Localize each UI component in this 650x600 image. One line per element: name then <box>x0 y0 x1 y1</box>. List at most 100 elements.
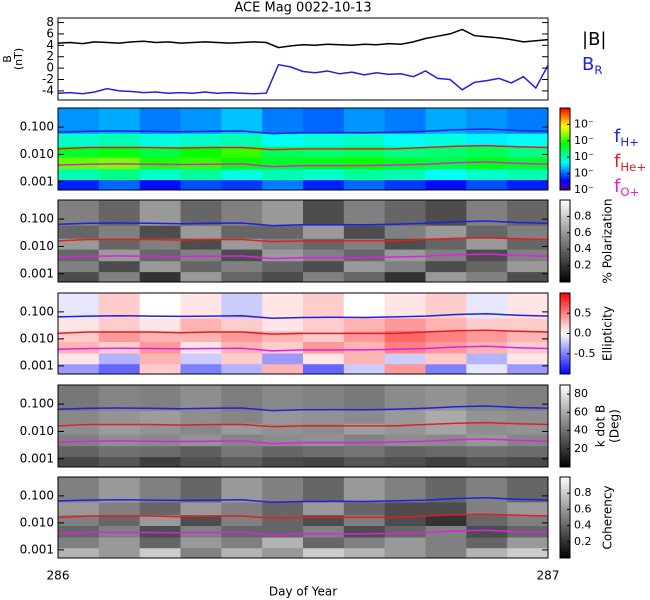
y-axis-label: B <box>1 55 14 63</box>
spectrogram-cell <box>507 547 549 559</box>
colorbar-strip <box>560 543 570 547</box>
colorbar-strip <box>560 361 570 365</box>
spectrogram-cell <box>343 456 386 468</box>
spectrogram-cell <box>262 445 304 458</box>
spectrogram-cell <box>425 423 467 435</box>
spectrogram-cell <box>303 168 345 181</box>
colorbar-strip <box>560 315 570 318</box>
spectrogram-cell <box>466 363 508 375</box>
colorbar-strip <box>560 529 570 533</box>
colorbar-strip <box>560 391 570 394</box>
colorbar-strip <box>560 228 570 232</box>
colorbar-strip <box>560 299 570 302</box>
colorbar-strip <box>560 415 570 419</box>
spectrogram-cell <box>343 260 386 273</box>
colorbar-strip <box>560 432 570 435</box>
colorbar-frame <box>559 476 571 559</box>
colorbar-label: Coherency <box>601 485 615 549</box>
colorbar-strip <box>560 319 570 322</box>
spectrogram-cell <box>221 456 263 468</box>
colorbar-strip <box>560 138 570 142</box>
spectrogram-cell <box>262 225 304 239</box>
colorbar-strip <box>560 165 570 168</box>
spectrogram-cell <box>303 410 345 424</box>
spectrogram-cell <box>384 501 426 516</box>
spectrogram-cell <box>98 108 141 134</box>
colorbar-strip <box>560 271 570 275</box>
spectrogram-cell <box>303 200 345 226</box>
spectrogram-cell <box>221 547 263 559</box>
spectrogram-cell <box>343 225 386 239</box>
spectrogram-cell <box>58 536 100 549</box>
spectrogram-cell <box>384 168 426 181</box>
colorbar-strip <box>560 423 570 427</box>
colorbar-strip <box>560 458 570 462</box>
spectrogram-cell <box>425 514 467 526</box>
colorbar-tick-label: 0.6 <box>574 502 592 515</box>
spectrogram-cell <box>98 445 141 458</box>
spectrogram-cell <box>384 271 426 283</box>
colorbar-strip <box>560 175 570 179</box>
colorbar-strip <box>560 438 570 441</box>
colorbar-strip <box>560 238 570 242</box>
spectrogram-cell <box>98 501 141 516</box>
colorbar-strip <box>560 389 570 392</box>
spectrogram-cell <box>221 225 263 239</box>
colorbar-strip <box>560 263 570 267</box>
spectrogram-cell <box>343 501 386 516</box>
spectrogram-cell <box>425 410 467 424</box>
spectrogram-cell <box>303 271 345 283</box>
colorbar-strip <box>560 511 570 514</box>
colorbar-strip <box>560 549 570 553</box>
spectrogram-cell <box>98 363 141 375</box>
y-tick-label: 0.100 <box>20 120 54 134</box>
spectrogram-cell <box>180 514 222 526</box>
spectrogram-cell <box>221 514 263 526</box>
spectrogram-cell <box>507 501 549 516</box>
spectrogram-cell <box>98 271 141 283</box>
spectrogram-cell <box>507 385 549 411</box>
colorbar-strip <box>560 357 570 361</box>
spectrogram-cell <box>343 238 386 250</box>
colorbar-strip <box>560 527 570 531</box>
spectrogram-cell <box>221 477 263 503</box>
spectrogram-cell <box>343 352 386 365</box>
spectrogram-cell <box>180 501 222 516</box>
spectrogram-cell <box>303 456 345 468</box>
spectrogram-cell <box>384 146 426 158</box>
spectrogram-cell <box>180 423 222 435</box>
spectrogram-cell <box>139 352 181 365</box>
legend-subscript: H+ <box>620 135 639 149</box>
colorbar-strip <box>560 251 570 254</box>
spectrogram-cell <box>303 330 345 342</box>
colorbar-strip <box>560 385 570 388</box>
spectrogram-cell <box>466 501 508 516</box>
spectrogram-cell <box>139 157 181 170</box>
colorbar-tick-label: 80 <box>574 387 588 400</box>
spectrogram-cell <box>58 146 100 158</box>
spectrogram-cell <box>139 293 181 319</box>
spectrogram-cell <box>343 514 386 526</box>
colorbar-strip <box>560 421 570 425</box>
colorbar-strip <box>560 387 570 390</box>
frequency-line <box>57 405 549 412</box>
spectrogram-cell <box>221 352 263 365</box>
spectrogram-cell <box>425 168 467 181</box>
spectrogram-cell <box>221 249 263 262</box>
colorbar-strip <box>560 112 570 115</box>
spectrogram-cell <box>507 423 549 435</box>
colorbar-strip <box>560 483 570 486</box>
spectrogram-cell <box>98 238 141 250</box>
y-tick-label: 0.100 <box>20 397 54 411</box>
colorbar-tick-label: 0.4 <box>574 519 592 532</box>
colorbar-strip <box>560 339 570 343</box>
spectrogram-cell <box>384 225 426 239</box>
spectrogram-cell <box>139 547 181 559</box>
spectrogram-cell <box>262 330 304 342</box>
colorbar-strip <box>560 521 570 525</box>
spectrogram-cell <box>98 456 141 468</box>
colorbar-strip <box>560 218 570 221</box>
colorbar-strip <box>560 345 570 349</box>
colorbar-strip <box>560 401 570 404</box>
spectrogram-cell <box>425 146 467 158</box>
